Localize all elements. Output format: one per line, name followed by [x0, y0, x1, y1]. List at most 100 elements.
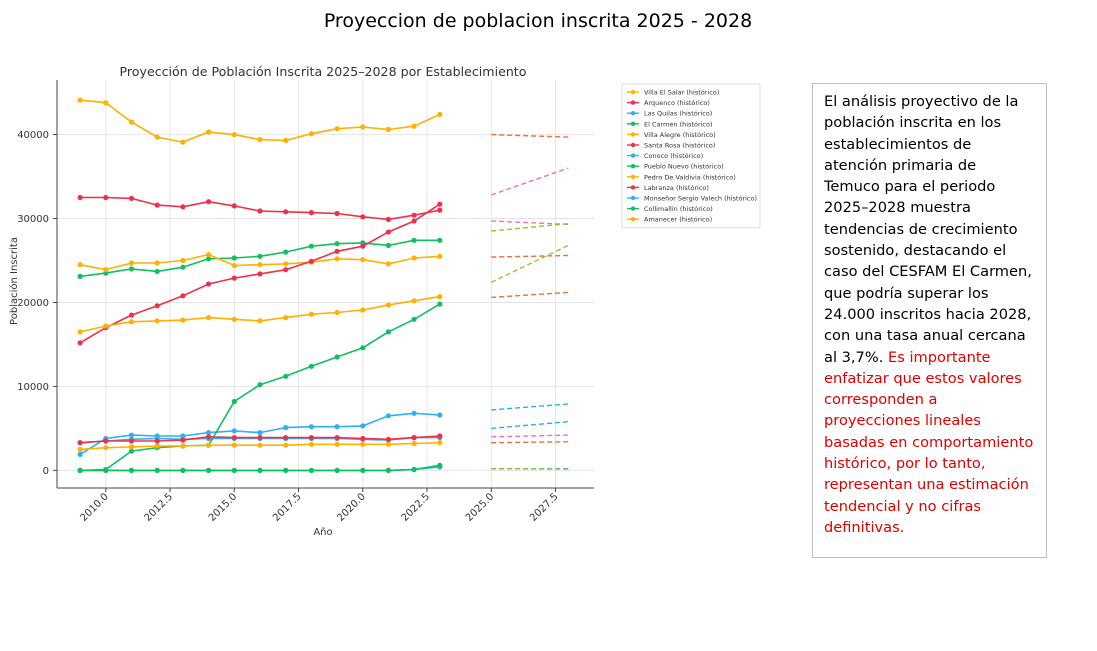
data-point [103, 100, 109, 106]
series [77, 433, 443, 446]
data-point [308, 363, 314, 369]
x-tick-label: 2022.5 [400, 491, 433, 524]
legend-marker [630, 164, 636, 169]
series-lines [77, 97, 443, 473]
data-point [180, 467, 186, 473]
legend-label: Las Quilas (histórico) [644, 110, 712, 118]
legend-label: Pedro De Valdivia (histórico) [644, 173, 736, 181]
data-point [334, 248, 340, 254]
analysis-note: El análisis proyectivo de la población i… [812, 83, 1047, 558]
y-axis-label: Población Inscrita [8, 237, 20, 325]
data-point [257, 442, 263, 448]
projection-line [491, 421, 569, 430]
data-point [283, 267, 289, 273]
legend-label: Collimallín (histórico) [644, 205, 713, 213]
data-point [283, 467, 289, 473]
data-point [334, 309, 340, 316]
data-point [334, 126, 340, 132]
legend-label: Pueblo Nuevo (histórico) [644, 163, 724, 171]
data-point [77, 329, 83, 335]
x-tick-label: 2027.5 [528, 491, 561, 524]
y-tick-label: 30000 [17, 214, 49, 225]
legend-label: Amanecer (histórico) [644, 216, 712, 224]
legend-label: Monseñor Sergio Valech (histórico) [644, 195, 757, 203]
legend-marker [630, 100, 636, 105]
data-point [283, 137, 289, 143]
data-point [206, 442, 212, 448]
projection-line [491, 441, 569, 444]
data-point [411, 123, 417, 129]
data-point [437, 301, 443, 307]
projection-line [491, 434, 569, 438]
data-point [257, 262, 263, 268]
legend-marker [630, 111, 636, 116]
data-point [385, 242, 391, 248]
data-point [231, 255, 237, 261]
data-point [308, 243, 314, 249]
data-point [128, 319, 135, 325]
data-point [360, 257, 366, 263]
data-point [206, 434, 212, 440]
data-point [308, 131, 314, 137]
data-point [385, 302, 391, 308]
legend-label: Santa Rosa (histórico) [644, 142, 715, 150]
data-point [385, 441, 391, 447]
legend-label: Villa El Salar (histórico) [644, 89, 719, 97]
data-point [154, 268, 160, 274]
data-point [385, 229, 391, 235]
data-point [231, 316, 237, 322]
projection-line [490, 167, 569, 196]
data-point [257, 382, 263, 388]
data-point [128, 195, 135, 201]
data-point [308, 311, 314, 317]
data-point [154, 303, 160, 309]
projection-line [491, 220, 569, 226]
data-point [283, 249, 289, 255]
projection-line [491, 254, 569, 258]
data-point [231, 428, 237, 434]
data-point [334, 210, 340, 217]
data-point [334, 354, 340, 360]
data-point [231, 435, 237, 441]
legend-label: Arquenco (histórico) [644, 99, 710, 107]
y-tick-label: 20000 [17, 298, 49, 309]
data-point [411, 435, 417, 441]
data-point [411, 218, 417, 224]
data-point [103, 323, 109, 329]
data-point [360, 441, 366, 447]
x-tick-label: 2025.0 [464, 491, 497, 524]
data-point [257, 137, 263, 143]
data-point [437, 201, 443, 207]
series [77, 201, 443, 346]
data-point [334, 424, 340, 430]
data-point [154, 260, 160, 266]
data-point [257, 271, 263, 277]
chart-title: Proyección de Población Inscrita 2025–20… [120, 64, 527, 79]
legend-label: Conoco (histórico) [644, 152, 703, 160]
series [77, 440, 443, 452]
data-point [308, 467, 314, 473]
data-point [411, 237, 417, 243]
note-text: El análisis proyectivo de la población i… [824, 93, 1032, 366]
data-point [103, 438, 109, 444]
data-point [308, 435, 314, 441]
data-point [154, 318, 160, 324]
data-point [385, 126, 391, 133]
data-point [385, 436, 391, 442]
data-point [257, 430, 263, 436]
data-point [360, 243, 366, 249]
legend-marker [630, 121, 636, 127]
data-point [257, 253, 263, 259]
chart-grid [57, 80, 594, 488]
data-point [437, 462, 443, 468]
data-point [360, 435, 366, 442]
y-tick-label: 0 [43, 466, 49, 477]
data-point [128, 448, 135, 454]
data-point [180, 204, 186, 210]
series-line [80, 99, 441, 143]
data-point [411, 316, 417, 322]
data-point [411, 255, 417, 261]
legend-marker [630, 217, 636, 222]
legend-marker [630, 153, 636, 158]
data-point [154, 134, 160, 140]
